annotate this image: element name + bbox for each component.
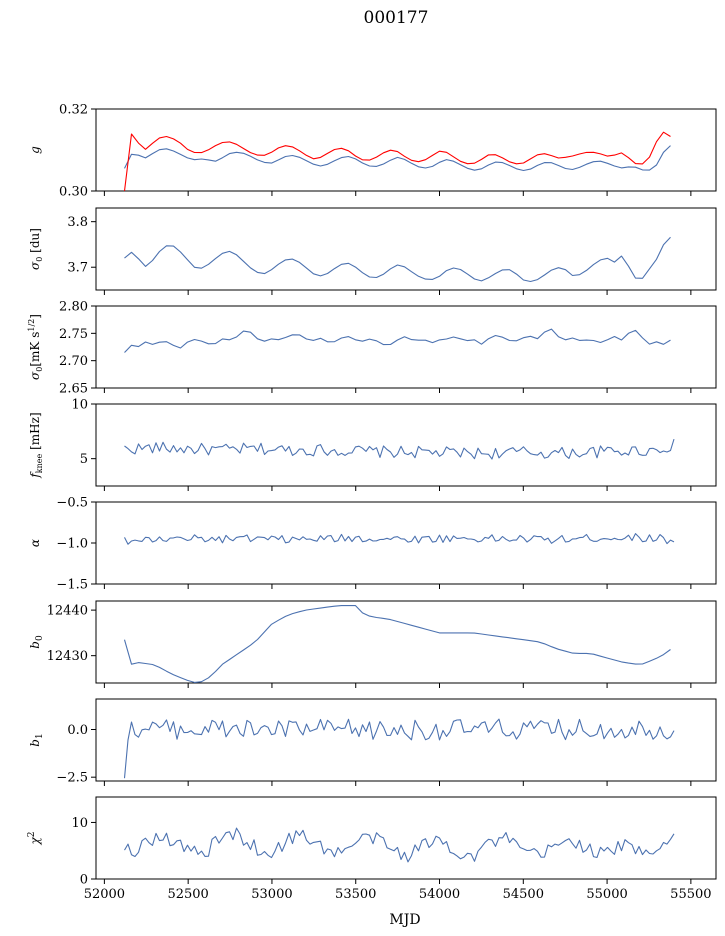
- y-axis-label: α: [28, 539, 42, 547]
- y-tick-label: 10: [71, 398, 88, 413]
- panels-group: 0.30 0.32 g 3.7 3.8 σ0 [du] 2.65 2.70 2.75 2.80 σ0…: [27, 103, 717, 902]
- blue-series-line: [124, 438, 675, 460]
- y-axis-label: fknee [mHz]: [28, 412, 44, 478]
- panel-4: 5 10 fknee [mHz]: [28, 398, 717, 491]
- panel-2: 3.7 3.8 σ0 [du]: [28, 207, 717, 295]
- x-tick-label: 54000: [419, 887, 460, 902]
- x-tick-label: 52500: [167, 887, 208, 902]
- y-tick-label: 0.0: [67, 723, 88, 738]
- y-tick-label: 12430: [47, 649, 88, 664]
- blue-series-line: [123, 718, 675, 779]
- panel-7: −2.5 0.0 b1: [28, 698, 717, 786]
- y-tick-label: 10: [71, 816, 88, 831]
- panel-frame: [95, 207, 717, 291]
- x-tick-label: 53000: [251, 887, 292, 902]
- blue-series-line: [123, 605, 671, 683]
- y-tick-label: −1.0: [56, 537, 88, 552]
- x-tick-label: 53500: [335, 887, 376, 902]
- panel-frame: [95, 403, 717, 487]
- panel-frame: [95, 600, 717, 684]
- y-tick-label: −2.5: [56, 771, 88, 786]
- blue-series-line: [124, 236, 671, 283]
- x-tick-label: 52000: [84, 887, 125, 902]
- x-tick-label: 55500: [670, 887, 711, 902]
- y-tick-label: 5: [80, 452, 88, 467]
- panel-frame: [95, 796, 717, 880]
- blue-series-line: [124, 827, 675, 863]
- y-tick-label: 12440: [47, 604, 88, 619]
- y-tick-label: 3.8: [67, 215, 88, 230]
- x-tick-label: 54500: [503, 887, 544, 902]
- y-tick-label: 0: [80, 873, 88, 888]
- x-axis-label: MJD: [389, 912, 420, 928]
- figure-title: 000177: [364, 8, 429, 28]
- y-tick-label: 2.70: [59, 354, 88, 369]
- panel-6: 12430 12440 b0: [28, 600, 717, 688]
- panel-frame: [95, 305, 717, 389]
- y-axis-label: χ2: [27, 831, 42, 845]
- panel-frame: [95, 108, 717, 192]
- y-tick-label: 2.80: [59, 300, 88, 315]
- y-axis-label: b0: [28, 635, 45, 649]
- y-tick-label: 0.32: [59, 103, 88, 118]
- y-tick-label: 2.65: [59, 382, 88, 397]
- blue-series-line: [124, 533, 675, 545]
- panel-1: 0.30 0.32 g: [28, 103, 717, 200]
- y-tick-label: 2.75: [59, 327, 88, 342]
- y-axis-label: b1: [28, 733, 45, 746]
- panel-8: 0 10 52000 52500 53000 53500 54000 54500 55000 55…: [27, 796, 717, 902]
- panel-3: 2.65 2.70 2.75 2.80 σ0[mK s1/2]: [27, 300, 717, 397]
- y-tick-label: −0.5: [56, 496, 88, 511]
- blue-series-line: [124, 145, 671, 172]
- y-axis-label: g: [28, 146, 42, 154]
- red-series-line: [123, 131, 671, 192]
- x-tick-label: 55000: [586, 887, 627, 902]
- y-axis-label: σ0[mK s1/2]: [27, 314, 44, 380]
- blue-series-line: [124, 328, 671, 353]
- panel-5: −1.5 −1.0 −0.5 α: [28, 496, 717, 593]
- y-axis-label: σ0 [du]: [28, 228, 44, 270]
- y-tick-label: 3.7: [67, 261, 88, 276]
- y-tick-label: −1.5: [56, 578, 88, 593]
- y-tick-label: 0.30: [59, 185, 88, 200]
- panel-frame: [95, 501, 717, 585]
- panel-frame: [95, 698, 717, 782]
